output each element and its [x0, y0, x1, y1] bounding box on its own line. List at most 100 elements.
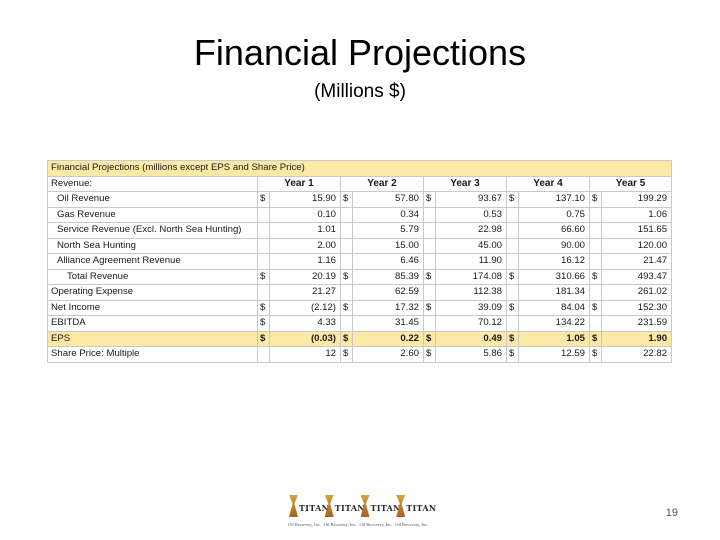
table-banner: Financial Projections (millions except E…: [46, 160, 673, 176]
value-cell: 93.67: [435, 191, 507, 207]
logo-tagline: Oil Recovery, Inc.: [323, 522, 357, 527]
row-label: Share Price: Multiple: [47, 346, 258, 363]
value-cell: 85.39: [352, 268, 424, 285]
value-cell: 1.05: [518, 330, 590, 347]
dollar-sign: [257, 346, 270, 363]
value-cell: 21.47: [600, 253, 673, 269]
value-cell: 15.90: [269, 191, 341, 207]
year-header: Year 2: [340, 175, 424, 192]
row-label: Operating Expense: [47, 284, 258, 300]
value-cell: 120.00: [600, 237, 673, 254]
dollar-sign: $: [589, 299, 602, 316]
dollar-sign: $: [340, 191, 353, 207]
value-cell: 199.29: [600, 191, 673, 207]
dollar-sign: [589, 253, 602, 269]
value-cell: 70.12: [435, 315, 507, 331]
value-cell: 2.60: [352, 346, 424, 363]
value-cell: 5.86: [435, 346, 507, 363]
dollar-sign: $: [506, 191, 519, 207]
dollar-sign: $: [589, 330, 602, 347]
dollar-sign: [506, 284, 519, 300]
value-cell: 181.34: [518, 284, 590, 300]
slide-subtitle: (Millions $): [314, 81, 406, 102]
logo-wordmark: TITAN: [334, 503, 365, 513]
value-cell: 152.30: [600, 299, 673, 316]
dollar-sign: $: [257, 268, 270, 285]
table-header-row: Revenue: Year 1 Year 2 Year 3 Year 4 Year 5: [47, 175, 673, 192]
financial-projections-table: Financial Projections (millions except E…: [46, 160, 673, 363]
dollar-sign: $: [340, 268, 353, 285]
row-label: Oil Revenue: [47, 191, 258, 207]
dollar-sign: [589, 315, 602, 331]
titan-logo: TITAN Oil Recovery, Inc.: [394, 493, 436, 537]
row-label: Total Revenue: [47, 268, 258, 285]
titan-logo: TITAN Oil Recovery, Inc.: [359, 493, 400, 537]
dollar-sign: [423, 284, 436, 300]
dollar-sign: [589, 222, 602, 238]
table-row: Alliance Agreement Revenue 1.16 6.46 11.90 1…: [47, 253, 673, 269]
value-cell: 5.79: [352, 222, 424, 238]
dollar-sign: [506, 315, 519, 331]
value-cell: 62.59: [352, 284, 424, 300]
table-row: Total Revenue $20.19 $85.39 $174.08 $310.66 $…: [47, 268, 673, 285]
value-cell: 1.01: [269, 222, 341, 238]
value-cell: 22.82: [600, 346, 673, 363]
table-row: Net Income $ (2.12) $17.32 $39.09 $84.04 $152.…: [47, 299, 673, 316]
dollar-sign: [423, 206, 436, 223]
dollar-sign: $: [506, 268, 519, 285]
value-cell: 310.66: [518, 268, 590, 285]
titan-emblem-icon: [360, 495, 370, 517]
row-label: Net Income: [47, 299, 258, 316]
value-cell: 1.06: [600, 206, 673, 223]
value-cell: 22.98: [435, 222, 507, 238]
titan-emblem-icon: [396, 495, 406, 517]
dollar-sign: $: [423, 191, 436, 207]
dollar-sign: $: [589, 268, 602, 285]
value-cell: 231.59: [600, 315, 673, 331]
value-cell: 112.38: [435, 284, 507, 300]
value-cell: (2.12): [269, 299, 341, 316]
table-row: EBITDA $4.33 31.45 70.12 134.22 231.59: [47, 315, 673, 331]
dollar-sign: [340, 237, 353, 254]
logo-tagline: Oil Recovery, Inc.: [288, 522, 321, 527]
dollar-sign: $: [423, 299, 436, 316]
value-cell: 21.27: [269, 284, 341, 300]
dollar-sign: $: [423, 268, 436, 285]
dollar-sign: [423, 237, 436, 254]
dollar-sign: [506, 237, 519, 254]
financial-projections-table-container: Financial Projections (millions except E…: [46, 160, 673, 363]
dollar-sign: $: [257, 299, 270, 316]
value-cell: 0.75: [518, 206, 590, 223]
logo-wordmark: TITAN: [370, 503, 401, 513]
logo-wordmark: TITAN: [406, 503, 437, 513]
dollar-sign: [257, 206, 270, 223]
dollar-sign: [589, 206, 602, 223]
table-banner-row: Financial Projections (millions except E…: [46, 160, 673, 176]
value-cell: 15.00: [352, 237, 424, 254]
dollar-sign: $: [340, 330, 353, 347]
dollar-sign: [340, 315, 353, 331]
dollar-sign: [257, 284, 270, 300]
row-label: North Sea Hunting: [47, 237, 258, 254]
row-label: EPS: [47, 330, 258, 347]
titan-emblem-icon: [324, 495, 334, 517]
value-cell: 16.12: [518, 253, 590, 269]
table-row: North Sea Hunting 2.00 15.00 45.00 90.00 120.…: [47, 237, 673, 254]
dollar-sign: $: [340, 346, 353, 363]
dollar-sign: [589, 284, 602, 300]
year-header: Year 4: [506, 175, 590, 192]
dollar-sign: [589, 237, 602, 254]
titan-logo: TITAN Oil Recovery, Inc.: [287, 493, 329, 537]
dollar-sign: $: [257, 330, 270, 347]
table-row: Oil Revenue $15.90 $57.80 $93.67 $137.10 $199…: [47, 191, 673, 207]
value-cell: 6.46: [352, 253, 424, 269]
dollar-sign: $: [506, 330, 519, 347]
dollar-sign: [257, 222, 270, 238]
year-header: Year 1: [257, 175, 341, 192]
value-cell: 261.02: [600, 284, 673, 300]
value-cell: 11.90: [435, 253, 507, 269]
value-cell: 151.65: [600, 222, 673, 238]
value-cell: 493.47: [600, 268, 673, 285]
dollar-sign: [340, 222, 353, 238]
logo-tagline: Oil Recovery, Inc.: [395, 522, 429, 527]
